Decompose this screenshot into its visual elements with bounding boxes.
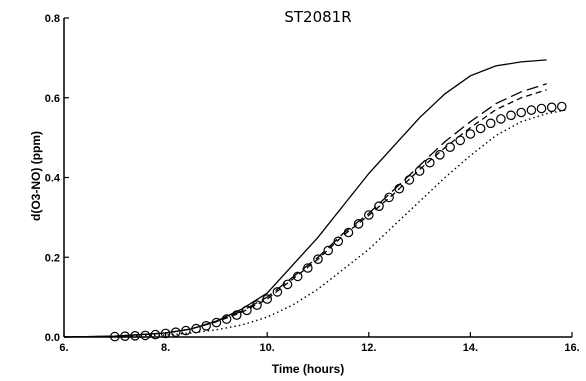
x-tick-label: 6.: [59, 342, 68, 354]
y-axis-label: d(O3-NO) (ppm): [29, 131, 43, 221]
data-point: [374, 201, 384, 211]
data-point: [272, 287, 283, 297]
data-point: [394, 183, 405, 194]
y-tick-label: 0.4: [45, 173, 61, 185]
data-point: [252, 300, 262, 310]
data-point: [363, 210, 374, 220]
data-point: [384, 192, 394, 203]
y-tick-label: 0.8: [45, 13, 60, 25]
y-tick-label: 0.6: [45, 93, 60, 105]
y-tick-label: 0.0: [45, 332, 60, 344]
data-point: [221, 314, 232, 324]
data-point: [556, 101, 567, 112]
x-tick-label: 14.: [463, 342, 478, 354]
data-point: [435, 150, 445, 160]
x-tick-label: 16.: [564, 342, 579, 354]
data-point: [171, 327, 181, 337]
data-point: [343, 227, 354, 238]
data-point: [445, 142, 455, 152]
data-point: [353, 219, 364, 229]
solid-series-line: [63, 59, 547, 338]
data-point: [526, 105, 537, 115]
data-point: [150, 329, 161, 340]
data-point: [211, 317, 222, 328]
data-point: [313, 254, 323, 265]
data-point: [110, 331, 120, 342]
data-point: [201, 320, 211, 331]
data-point: [282, 279, 293, 290]
data-point: [536, 103, 547, 114]
data-point: [485, 118, 496, 129]
data-point: [231, 310, 242, 320]
data-point: [323, 245, 333, 256]
data-point: [292, 271, 303, 282]
x-tick-label: 12.: [361, 342, 376, 354]
short-dash-series-line: [63, 89, 547, 338]
data-point: [302, 263, 313, 273]
data-point: [516, 107, 526, 118]
x-tick-label: 10.: [260, 342, 275, 354]
data-point: [140, 330, 151, 341]
data-point: [262, 294, 272, 304]
x-axis-label: Time (hours): [272, 362, 344, 376]
x-tick-label: 8.: [161, 342, 170, 354]
data-point: [475, 123, 486, 134]
data-point: [130, 330, 140, 341]
data-point: [191, 323, 201, 334]
data-point: [404, 175, 415, 185]
marker-series: [110, 101, 567, 342]
data-point: [414, 166, 425, 176]
series-layer: [63, 59, 568, 342]
data-point: [333, 236, 344, 247]
dotted-series-line: [63, 109, 568, 338]
data-point: [496, 114, 506, 124]
data-point: [455, 135, 465, 146]
y-tick-label: 0.2: [45, 252, 60, 264]
data-point: [242, 305, 252, 316]
data-point: [160, 328, 171, 339]
axes: 6. 8. 10. 12. 14. 16. 0.0 0.2 0.4 0.6 0.8: [45, 13, 580, 354]
data-point: [120, 331, 130, 341]
long-dash-series-line: [63, 83, 547, 338]
data-point: [506, 110, 516, 121]
chart-title: ST2081R: [284, 8, 351, 26]
data-point: [465, 129, 476, 139]
data-point: [181, 325, 191, 336]
data-point: [424, 157, 435, 168]
data-point: [546, 102, 557, 113]
